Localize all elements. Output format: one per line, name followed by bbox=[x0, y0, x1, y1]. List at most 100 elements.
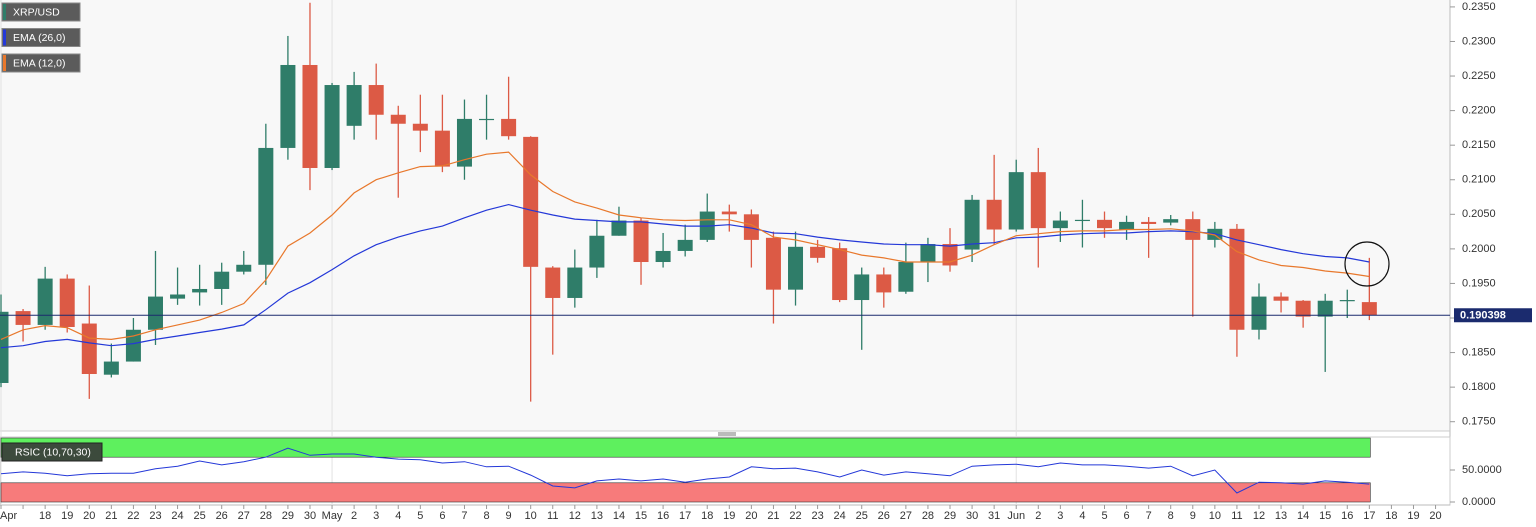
last-price-box bbox=[1454, 308, 1532, 323]
x-tick-label: 27 bbox=[900, 510, 912, 522]
legend-box[interactable] bbox=[1, 28, 81, 47]
legend-box[interactable] bbox=[1, 53, 81, 73]
candle-body bbox=[1207, 228, 1223, 240]
candle-body bbox=[258, 147, 274, 265]
y-tick-label: 0.2300 bbox=[1462, 35, 1496, 47]
candle-body bbox=[390, 114, 406, 124]
x-tick-label: 25 bbox=[856, 510, 868, 522]
y-tick-label: 0.2200 bbox=[1462, 105, 1496, 117]
x-tick-label: May bbox=[322, 510, 343, 522]
candle-body bbox=[456, 118, 472, 167]
candle-body bbox=[501, 118, 517, 137]
x-tick-label: 16 bbox=[657, 510, 669, 522]
candle-body bbox=[898, 262, 914, 292]
x-tick-label: 19 bbox=[61, 510, 73, 522]
x-tick-label: 11 bbox=[1231, 510, 1242, 522]
candle-body bbox=[765, 237, 781, 290]
candle-body bbox=[1339, 300, 1355, 302]
x-tick-label: 22 bbox=[127, 510, 139, 522]
x-tick-label: 18 bbox=[701, 510, 713, 522]
candle-body bbox=[236, 264, 252, 272]
legend-box[interactable] bbox=[1, 2, 81, 22]
x-tick-label: 8 bbox=[483, 510, 489, 522]
x-tick-label: 23 bbox=[149, 510, 161, 522]
candle-body bbox=[920, 244, 936, 263]
x-tick-label: 20 bbox=[1429, 510, 1441, 522]
candle-body bbox=[743, 214, 759, 240]
x-tick-label: 15 bbox=[1319, 510, 1331, 522]
x-tick-label: 24 bbox=[171, 510, 183, 522]
candle-body bbox=[147, 296, 163, 330]
axis-bg bbox=[1450, 0, 1536, 527]
candle-body bbox=[655, 250, 671, 263]
rsi-y-tick-label: 50.0000 bbox=[1462, 464, 1502, 476]
candle-body bbox=[125, 329, 141, 362]
x-tick-label: 8 bbox=[1168, 510, 1174, 522]
candle-body bbox=[832, 248, 848, 301]
x-tick-label: 25 bbox=[194, 510, 206, 522]
x-tick-label: 14 bbox=[613, 510, 625, 522]
candle-body bbox=[677, 239, 693, 251]
legend-swatch bbox=[3, 29, 6, 46]
x-tick-label: 13 bbox=[1275, 510, 1287, 522]
candle-body bbox=[1273, 296, 1289, 301]
candle-body bbox=[964, 199, 980, 250]
candle-body bbox=[346, 85, 362, 126]
x-tick-label: 4 bbox=[1079, 510, 1085, 522]
candle-body bbox=[81, 323, 97, 375]
resize-handle[interactable] bbox=[718, 432, 736, 436]
candle-body bbox=[854, 274, 870, 301]
candle-body bbox=[280, 64, 296, 148]
ema-line bbox=[0, 151, 1370, 341]
x-tick-label: 23 bbox=[811, 510, 823, 522]
candle-body bbox=[434, 130, 450, 167]
legend-label: EMA (26,0) bbox=[13, 32, 66, 44]
candle-body bbox=[1008, 172, 1024, 230]
candle-body bbox=[1141, 221, 1157, 224]
candle-body bbox=[589, 235, 605, 268]
x-tick-label: 16 bbox=[1341, 510, 1353, 522]
x-tick-label: 29 bbox=[944, 510, 956, 522]
candle-body bbox=[567, 267, 583, 298]
x-tick-label: 24 bbox=[834, 510, 846, 522]
x-tick-label: 2 bbox=[1035, 510, 1041, 522]
y-tick-label: 0.1750 bbox=[1462, 416, 1496, 428]
x-tick-label: 15 bbox=[635, 510, 647, 522]
x-tick-label: 3 bbox=[373, 510, 379, 522]
x-tick-label: 7 bbox=[461, 510, 467, 522]
x-tick-label: 7 bbox=[1146, 510, 1152, 522]
candle-body bbox=[876, 274, 892, 293]
candle-body bbox=[633, 220, 649, 263]
y-tick-label: 0.1950 bbox=[1462, 277, 1496, 289]
x-tick-label: 28 bbox=[922, 510, 934, 522]
x-tick-label: 10 bbox=[1209, 510, 1221, 522]
candle-body bbox=[15, 311, 31, 325]
y-tick-label: 0.1850 bbox=[1462, 346, 1496, 358]
y-tick-label: 0.2100 bbox=[1462, 174, 1496, 186]
candle-body bbox=[214, 271, 230, 289]
candle-body bbox=[545, 267, 561, 298]
candle-body bbox=[810, 246, 826, 258]
candle-body bbox=[59, 278, 75, 327]
candle-body bbox=[324, 85, 340, 168]
x-tick-label: 18 bbox=[39, 510, 51, 522]
candle-body bbox=[412, 123, 428, 131]
x-tick-label: Apr bbox=[0, 510, 17, 522]
candle-body bbox=[1097, 219, 1112, 229]
legend-swatch bbox=[3, 4, 6, 20]
candle-body bbox=[523, 136, 539, 267]
x-tick-label: 28 bbox=[260, 510, 272, 522]
x-tick-label: 3 bbox=[1057, 510, 1063, 522]
x-tick-label: 30 bbox=[966, 510, 978, 522]
candle-body bbox=[1163, 219, 1179, 223]
candle-body bbox=[1295, 300, 1311, 317]
x-tick-label: 20 bbox=[83, 510, 95, 522]
x-tick-label: 31 bbox=[988, 510, 1000, 522]
legend-swatch bbox=[3, 55, 6, 71]
x-tick-label: 20 bbox=[745, 510, 757, 522]
y-tick-label: 0.2000 bbox=[1462, 243, 1496, 255]
x-tick-label: 5 bbox=[1101, 510, 1107, 522]
x-tick-label: 17 bbox=[1363, 510, 1375, 522]
